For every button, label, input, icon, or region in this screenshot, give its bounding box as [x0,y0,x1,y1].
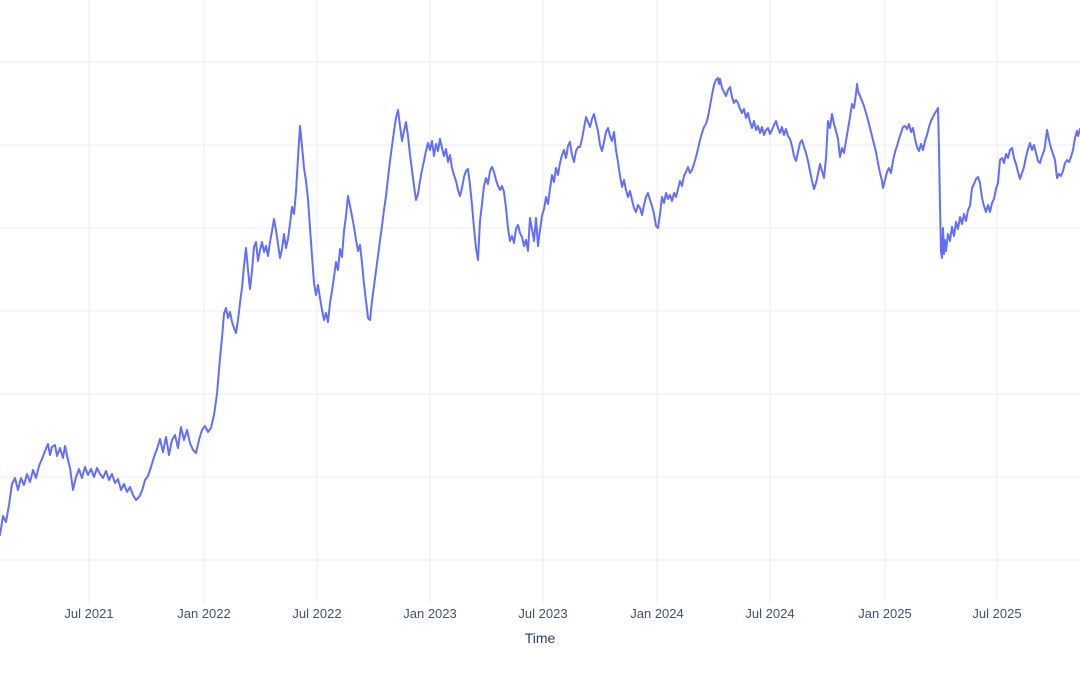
x-tick-label: Jul 2025 [972,606,1021,621]
x-tick-label: Jul 2021 [64,606,113,621]
x-tick-label: Jan 2024 [630,606,684,621]
x-tick-label: Jan 2023 [403,606,457,621]
x-axis-ticks [88,598,998,604]
x-tick-label: Jan 2022 [177,606,231,621]
x-tick-label: Jul 2023 [518,606,567,621]
x-axis-tick-labels: Jul 2021 Jan 2022 Jul 2022 Jan 2023 Jul 2023… [64,606,1021,621]
x-tick-label: Jan 2025 [858,606,912,621]
price-line-series [0,77,1080,536]
horizontal-gridlines [0,61,1080,561]
x-axis-title: Time [525,630,556,646]
x-tick-label: Jul 2022 [292,606,341,621]
x-tick-label: Jul 2024 [745,606,794,621]
vertical-gridlines [88,0,998,598]
